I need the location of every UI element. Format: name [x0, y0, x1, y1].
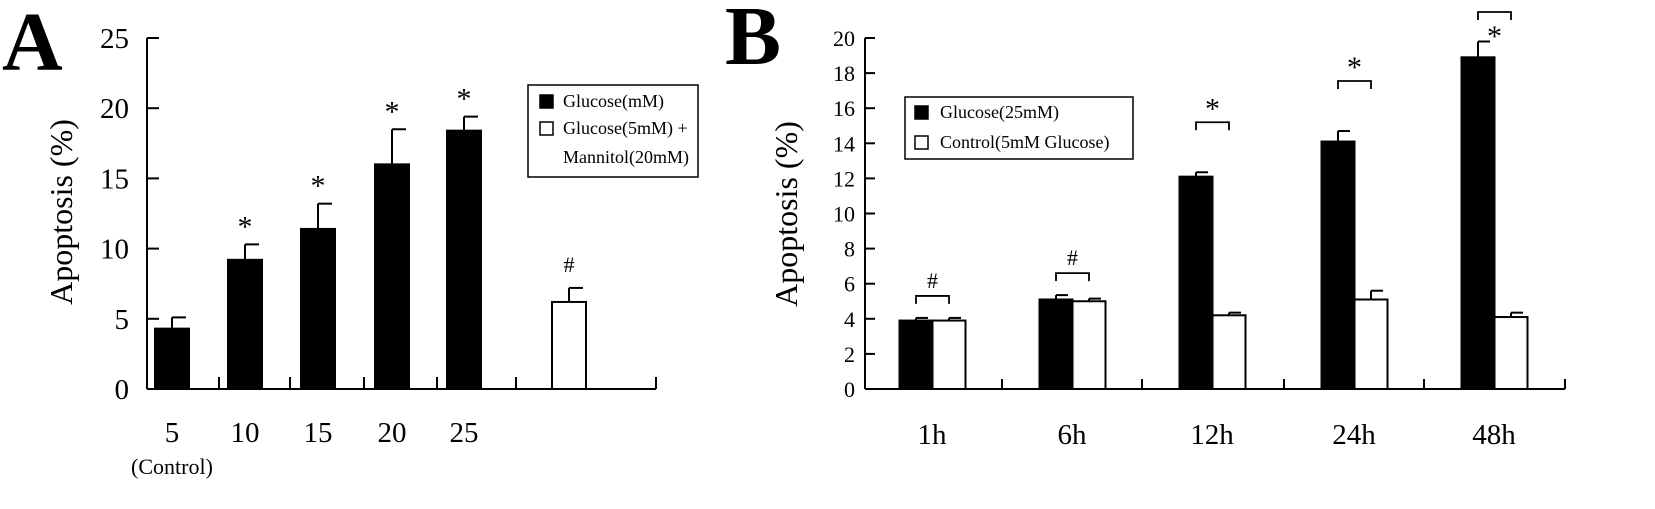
panel-a-ytick-label: 0	[115, 374, 130, 406]
panel-a-letter: A	[2, 0, 63, 89]
panel-b-ytick-label: 18	[833, 61, 855, 86]
panel-b-bar	[1493, 316, 1529, 391]
panel-b-xtick-label: 12h	[1190, 419, 1234, 451]
panel-b-legend-swatch-control	[914, 135, 929, 150]
panel-b-bar	[1071, 300, 1107, 390]
panel-a-legend-glucose: Glucose(mM)	[563, 91, 664, 112]
panel-b-significance-bracket	[1195, 121, 1230, 131]
panel-a-legend-swatch-mannitol	[539, 121, 554, 136]
panel-a-significance-star: *	[385, 95, 400, 128]
panel-b-ytick-label: 0	[844, 377, 855, 402]
panel-a-xtick-label: 5	[165, 417, 180, 449]
panel-b-legend-box	[904, 96, 1134, 160]
panel-b-bar	[1353, 298, 1389, 390]
panel-b-bar	[1211, 314, 1247, 391]
panel-a-significance-star: *	[311, 170, 326, 203]
panel-a-bar	[551, 300, 587, 390]
panel-b-y-ticks: 0 2 4 6 8 10 12 14 16 18 20	[833, 26, 875, 402]
panel-a-y-ticks: 0 5 10 15 20 25	[100, 23, 159, 406]
panel-b-significance-star: *	[1487, 20, 1502, 53]
panel-a-xtick-label: 20	[378, 417, 407, 449]
panel-a-ytick-label: 15	[100, 163, 129, 195]
panel-b-xtick-label: 6h	[1058, 419, 1088, 451]
panel-b-legend-control: Control(5mM Glucose)	[940, 132, 1109, 153]
panel-b-ytick-label: 2	[844, 342, 855, 367]
panel-b-significance-bracket	[1055, 272, 1090, 282]
panel-a-xtick-label: 25	[450, 417, 479, 449]
panel-a-xtick-label: 15	[304, 417, 333, 449]
panel-a-x-ticks: 5 10 15 20 25	[146, 377, 657, 449]
panel-a-significance-hash: #	[564, 252, 575, 277]
panel-b-ylabel: Apoptosis (%)	[768, 121, 804, 307]
panel-b-bars: # # * * *	[898, 11, 1529, 391]
panel-b-significance-bracket	[915, 295, 950, 304]
panel-a-legend-mannitol-1: Glucose(5mM) +	[563, 118, 688, 139]
panel-b-bar	[1460, 56, 1496, 391]
panel-b-ytick-label: 12	[833, 166, 855, 191]
panel-a-bar	[446, 129, 482, 390]
panel-b-bar	[1038, 298, 1074, 390]
panel-a-bar	[374, 163, 410, 390]
panel-a-ytick-label: 20	[100, 93, 129, 125]
panel-b-significance-hash: #	[1067, 245, 1078, 270]
panel-b-letter: B	[725, 0, 781, 83]
panel-b-ytick-label: 16	[833, 96, 855, 121]
panel-b-xtick-label: 24h	[1332, 419, 1376, 451]
panel-b-xtick-label: 48h	[1472, 419, 1516, 451]
panel-a-bar	[227, 258, 263, 390]
panel-b-significance-star: *	[1347, 51, 1362, 84]
panel-a-bar	[300, 227, 336, 390]
panel-b-ytick-label: 6	[844, 272, 855, 297]
panel-b-x-ticks: 1h 6h 12h 24h 48h	[864, 379, 1566, 451]
panel-b-bar	[931, 319, 967, 390]
panel-b-significance-star: *	[1205, 92, 1220, 125]
panel-b-significance-bracket	[1477, 11, 1512, 20]
panel-a-control-label: (Control)	[131, 454, 213, 479]
panel-a-significance-star: *	[238, 210, 253, 243]
panel-a-xtick-label: 10	[231, 417, 260, 449]
panel-a-bars: * * * * #	[154, 83, 587, 390]
panel-a-ylabel: Apoptosis (%)	[43, 119, 79, 305]
panel-b-ytick-label: 10	[833, 202, 855, 227]
panel-b-legend-swatch-glucose	[914, 105, 929, 120]
panel-a-ytick-label: 25	[100, 23, 129, 55]
panel-b-legend-glucose: Glucose(25mM)	[940, 102, 1059, 123]
panel-b-bar	[1178, 175, 1214, 390]
panel-b-significance-bracket	[1337, 80, 1372, 90]
panel-a-legend: Glucose(mM) Glucose(5mM) + Mannitol(20mM…	[527, 84, 699, 178]
panel-a-significance-star: *	[457, 83, 472, 116]
panel-b-ytick-label: 20	[833, 26, 855, 51]
panel-b-ytick-label: 8	[844, 237, 855, 262]
panel-b-significance-hash: #	[927, 268, 938, 293]
panel-b-xtick-label: 1h	[918, 419, 948, 451]
panel-b-bar	[1320, 140, 1356, 390]
panel-b-ytick-label: 14	[833, 131, 855, 156]
panel-a-ytick-label: 5	[115, 304, 130, 336]
panel-b-legend: Glucose(25mM) Control(5mM Glucose)	[904, 96, 1134, 160]
panel-a-legend-mannitol-2: Mannitol(20mM)	[563, 147, 689, 168]
panel-a-legend-box	[527, 84, 699, 178]
panel-a-bar	[154, 327, 190, 390]
panel-b-ytick-label: 4	[844, 307, 855, 332]
panel-b-bar	[898, 319, 934, 390]
panel-a-legend-swatch-glucose	[539, 94, 554, 109]
panel-a-ytick-label: 10	[100, 234, 129, 266]
